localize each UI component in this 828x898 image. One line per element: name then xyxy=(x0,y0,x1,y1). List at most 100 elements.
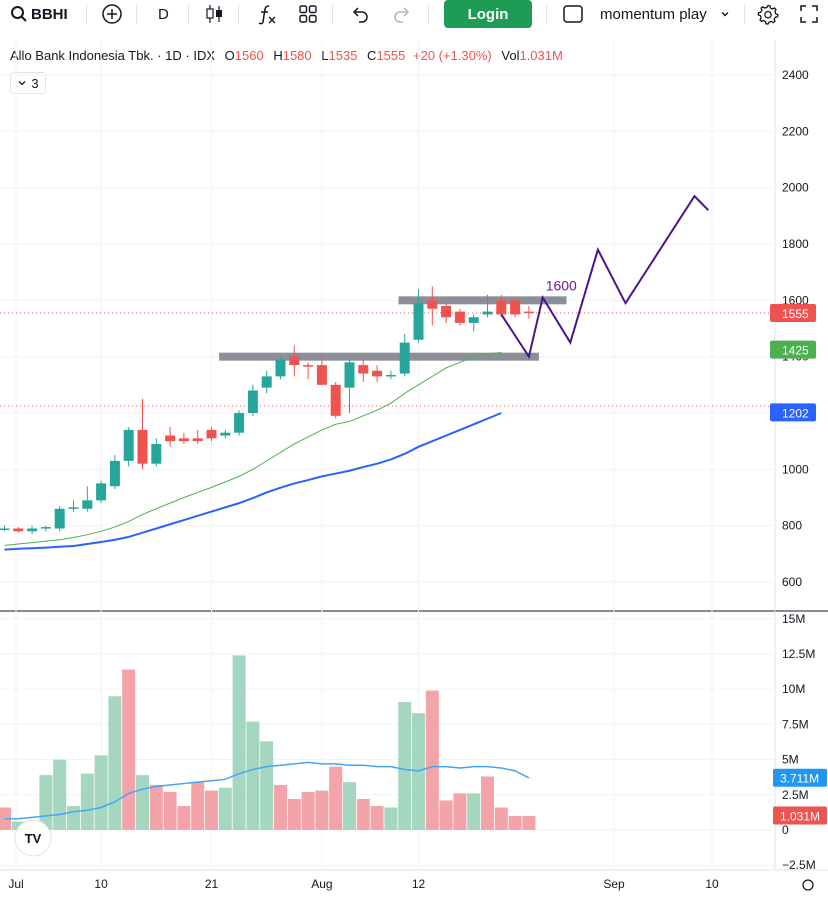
price-axis-badge xyxy=(770,304,816,323)
candle-body xyxy=(82,500,93,509)
compare-button[interactable] xyxy=(101,0,123,28)
candle-body xyxy=(178,438,189,442)
close-label: C xyxy=(367,48,377,63)
divider xyxy=(546,4,547,24)
chart-type-button[interactable] xyxy=(205,0,225,28)
candle-body xyxy=(358,365,369,374)
volume-bar xyxy=(163,791,177,830)
volume-bar xyxy=(356,799,370,830)
volume-bar xyxy=(370,806,384,830)
volume-tick-label: 2.5M xyxy=(782,788,809,802)
chevron-down-icon xyxy=(18,81,26,86)
volume-bar xyxy=(149,784,163,830)
fullscreen-button[interactable] xyxy=(799,0,819,28)
login-button[interactable]: Login xyxy=(444,0,532,28)
price-axis-badge xyxy=(770,340,816,359)
candle-body xyxy=(330,384,341,416)
volume-bar xyxy=(191,782,205,830)
time-tick-label: Sep xyxy=(603,877,625,891)
volume-value: 1.031M xyxy=(519,48,563,63)
undo-button[interactable] xyxy=(350,0,370,28)
symbol-label: BBHI xyxy=(31,5,68,23)
chevron-down-icon xyxy=(721,12,729,17)
volume-tick-label: 10M xyxy=(782,682,805,696)
indicators-button[interactable] xyxy=(256,0,278,28)
close-value: 1555 xyxy=(376,48,406,63)
candle-body xyxy=(68,507,79,509)
chart-legend: Allo Bank Indonesia Tbk. · 1D · IDX O156… xyxy=(10,48,563,63)
symbol-search[interactable]: BBHI xyxy=(10,0,68,28)
indicators-count: 3 xyxy=(31,75,39,91)
instrument-name: Allo Bank Indonesia Tbk. xyxy=(10,48,154,63)
price-tick-label: 2200 xyxy=(782,124,809,138)
candle-body xyxy=(496,300,507,315)
candle-body xyxy=(482,311,493,315)
price-tick-label: 800 xyxy=(782,519,802,533)
layout-name: momentum play xyxy=(600,5,707,23)
undo-icon xyxy=(352,7,368,23)
volume-bar xyxy=(108,696,122,830)
ma-long-line xyxy=(4,412,502,551)
candle-body xyxy=(206,429,217,439)
candles-icon xyxy=(206,5,222,23)
volume-bar xyxy=(274,784,287,830)
low-value: 1535 xyxy=(328,48,358,63)
legend-interval: 1D xyxy=(165,48,182,63)
price-tick-label: 1600 xyxy=(782,293,809,307)
volume-bar xyxy=(329,766,343,830)
settings-button[interactable] xyxy=(757,0,779,28)
grid-icon xyxy=(299,5,317,23)
candle-body xyxy=(151,443,162,464)
divider xyxy=(744,4,745,24)
volume-bar xyxy=(508,815,522,830)
candle-body xyxy=(344,362,355,388)
volume-axis-badge-label: 3.711M xyxy=(780,772,819,786)
candle-body xyxy=(316,365,327,385)
price-axis-badge-label: 1555 xyxy=(782,307,809,321)
divider xyxy=(136,4,137,24)
layout-square-icon xyxy=(563,5,583,23)
volume-bar xyxy=(494,807,508,830)
indicators-toggle[interactable]: 3 xyxy=(10,72,46,94)
price-axis-badge-label: 1425 xyxy=(782,344,809,358)
volume-tick-label: 7.5M xyxy=(782,717,809,731)
add-circle-icon xyxy=(102,4,122,24)
horizontal-zone xyxy=(219,352,539,361)
volume-bar xyxy=(122,669,136,830)
tv-logo xyxy=(14,819,52,857)
candle-body xyxy=(261,376,272,388)
volume-bar xyxy=(94,755,108,830)
redo-button[interactable] xyxy=(392,0,412,28)
layout-menu[interactable]: momentum play xyxy=(562,0,731,28)
price-tick-label: 2400 xyxy=(782,68,809,82)
interval-button[interactable]: D xyxy=(158,0,169,28)
price-tick-label: 600 xyxy=(782,575,802,589)
high-label: H xyxy=(273,48,283,63)
interval-label: D xyxy=(158,5,169,23)
volume-bar xyxy=(287,799,301,830)
low-label: L xyxy=(321,48,329,63)
templates-button[interactable] xyxy=(298,0,318,28)
volume-bar xyxy=(522,815,536,830)
volume-tick-label: 0 xyxy=(782,823,789,837)
candle-body xyxy=(441,305,452,318)
candle-body xyxy=(372,370,383,377)
candle-body xyxy=(510,300,521,315)
volume-bar xyxy=(467,793,481,830)
volume-tick-label: 5M xyxy=(782,753,799,767)
candle-body xyxy=(247,390,258,413)
time-tick-label: Aug xyxy=(311,877,332,891)
volume-bar xyxy=(453,793,467,830)
volume-bar xyxy=(218,787,232,830)
candle-body xyxy=(454,311,465,323)
zone-annotation: 1600 xyxy=(546,277,577,293)
volume-tick-label: 15M xyxy=(782,612,805,626)
candle-body xyxy=(54,508,65,529)
volume-axis-badge xyxy=(773,806,827,825)
volume-bar xyxy=(205,790,218,830)
volume-bar xyxy=(439,800,453,830)
volume-bar xyxy=(384,807,398,830)
volume-bar xyxy=(11,821,25,830)
open-value: 1560 xyxy=(234,48,264,63)
